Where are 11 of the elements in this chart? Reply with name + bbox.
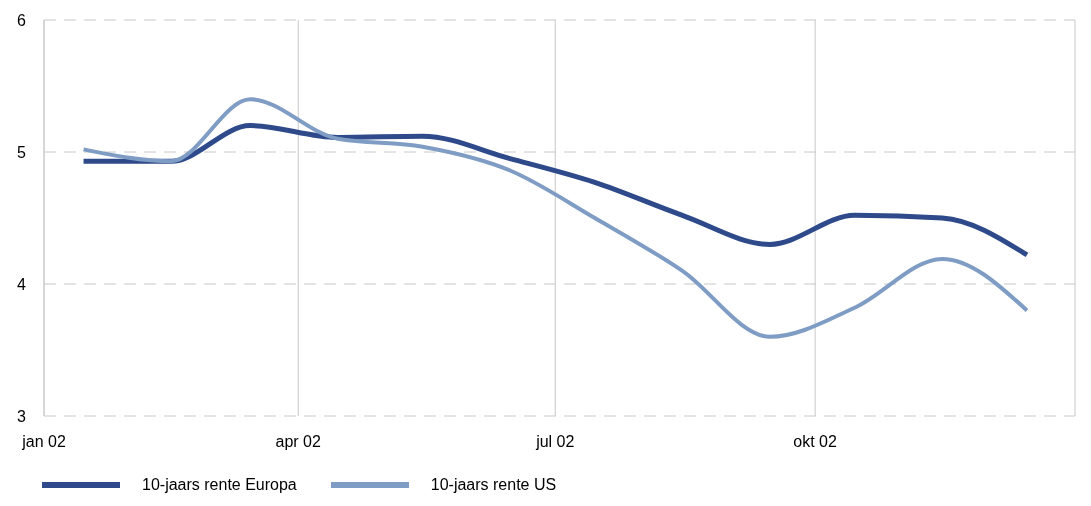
y-tick-label: 6 bbox=[17, 11, 27, 29]
y-tick-label: 5 bbox=[17, 143, 27, 161]
x-tick-label: jan 02 bbox=[21, 433, 66, 451]
legend-label: 10-jaars rente Europa bbox=[142, 476, 297, 494]
y-tick-label: 4 bbox=[17, 275, 27, 293]
line-series bbox=[81, 97, 1029, 339]
x-tick-label: okt 02 bbox=[793, 433, 838, 451]
legend-label: 10-jaars rente US bbox=[430, 476, 557, 494]
y-tick-label: 3 bbox=[17, 407, 27, 425]
x-tick-label: jul 02 bbox=[535, 433, 575, 451]
x-tick-label: apr 02 bbox=[275, 433, 321, 451]
